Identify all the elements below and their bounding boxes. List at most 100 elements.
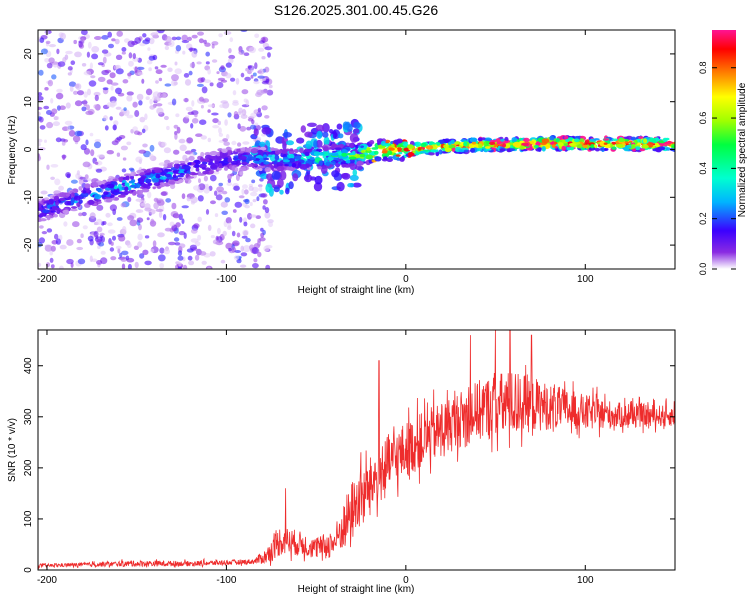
heatmap-cell	[582, 144, 588, 148]
heatmap-cell	[226, 150, 233, 153]
heatmap-cell	[73, 90, 78, 95]
heatmap-cell	[355, 165, 364, 171]
heatmap-cell	[243, 98, 248, 103]
heatmap-cell	[672, 145, 675, 148]
heatmap-cell	[188, 260, 195, 266]
heatmap-cell	[205, 61, 210, 65]
heatmap-cell	[38, 92, 43, 97]
heatmap-cell	[62, 57, 67, 63]
heatmap-cell	[196, 61, 202, 65]
heatmap-cell	[200, 135, 207, 140]
heatmap-cell	[209, 82, 214, 87]
heatmap-cell	[313, 182, 323, 192]
heatmap-cell	[79, 176, 86, 180]
heatmap-cell	[176, 126, 181, 134]
heatmap-cell	[46, 62, 53, 69]
heatmap-cell	[398, 151, 403, 155]
heatmap-cell	[193, 185, 200, 191]
heatmap-cell	[152, 91, 161, 99]
heatmap-cell	[43, 201, 51, 204]
heatmap-cell	[182, 50, 186, 55]
heatmap-cell	[242, 245, 251, 253]
heatmap-cell	[46, 164, 50, 170]
spectrogram-xlabel: Height of straight line (km)	[298, 285, 415, 296]
heatmap-cell	[74, 83, 80, 89]
heatmap-cell	[197, 234, 202, 241]
heatmap-cell	[141, 188, 150, 193]
heatmap-cell	[306, 122, 317, 128]
heatmap-cell	[511, 137, 518, 142]
heatmap-cell	[116, 217, 123, 221]
heatmap-cell	[233, 111, 238, 117]
heatmap-cell	[112, 178, 117, 182]
heatmap-cell	[109, 72, 116, 79]
heatmap-cell	[341, 152, 348, 157]
heatmap-cell	[124, 182, 130, 187]
x-tick-label: 0	[403, 274, 409, 285]
heatmap-cell	[154, 169, 163, 173]
heatmap-cell	[38, 138, 43, 143]
heatmap-cell	[590, 144, 595, 149]
heatmap-cell	[185, 115, 190, 119]
heatmap-cell	[52, 121, 61, 127]
heatmap-cell	[249, 214, 257, 218]
heatmap-cell	[159, 263, 165, 269]
heatmap-cell	[173, 160, 181, 164]
heatmap-cell	[121, 47, 127, 52]
heatmap-cell	[106, 79, 113, 85]
heatmap-cell	[402, 143, 409, 147]
heatmap-cell	[38, 262, 42, 267]
heatmap-cell	[388, 147, 395, 151]
heatmap-cell	[196, 83, 204, 87]
heatmap-cell	[242, 141, 250, 145]
heatmap-cell	[115, 245, 122, 250]
heatmap-cell	[173, 163, 180, 169]
heatmap-cell	[136, 209, 142, 213]
heatmap-cell	[366, 147, 371, 151]
heatmap-cell	[241, 235, 248, 239]
heatmap-cell	[260, 89, 269, 94]
heatmap-cell	[126, 141, 132, 146]
heatmap-cell	[266, 89, 274, 96]
heatmap-cell	[259, 146, 267, 151]
heatmap-cell	[171, 98, 177, 106]
heatmap-cell	[91, 53, 99, 60]
heatmap-cell	[153, 197, 159, 203]
heatmap-cell	[506, 148, 511, 152]
heatmap-cell	[149, 105, 156, 110]
heatmap-cell	[87, 235, 94, 242]
heatmap-cell	[202, 158, 210, 162]
heatmap-cell	[157, 141, 162, 146]
heatmap-cell	[135, 182, 141, 189]
heatmap-cell	[504, 136, 509, 142]
heatmap-cell	[471, 137, 477, 142]
heatmap-cell	[136, 93, 144, 101]
heatmap-cell	[130, 175, 134, 180]
heatmap-cell	[123, 173, 132, 177]
heatmap-cell	[287, 158, 296, 163]
heatmap-cell	[160, 93, 167, 98]
heatmap-cell	[174, 213, 180, 219]
heatmap-cell	[177, 174, 184, 178]
heatmap-cell	[105, 198, 113, 203]
heatmap-cell	[72, 221, 80, 228]
heatmap-cell	[485, 141, 491, 145]
heatmap-cell	[112, 124, 117, 131]
heatmap-cell	[254, 62, 258, 70]
heatmap-cell	[102, 87, 109, 91]
heatmap-cell	[175, 113, 180, 118]
heatmap-cell	[407, 151, 414, 157]
heatmap-cell	[222, 138, 229, 142]
heatmap-cell	[200, 151, 205, 158]
heatmap-cell	[243, 189, 249, 195]
heatmap-cell	[106, 183, 115, 189]
heatmap-cell	[178, 170, 185, 174]
heatmap-cell	[349, 143, 354, 148]
heatmap-cell	[114, 38, 120, 45]
heatmap-cell	[183, 264, 188, 269]
heatmap-cell	[48, 44, 57, 48]
heatmap-cell	[523, 137, 530, 143]
heatmap-cell	[86, 51, 90, 58]
heatmap-cell	[120, 202, 127, 208]
heatmap-cell	[188, 47, 196, 51]
